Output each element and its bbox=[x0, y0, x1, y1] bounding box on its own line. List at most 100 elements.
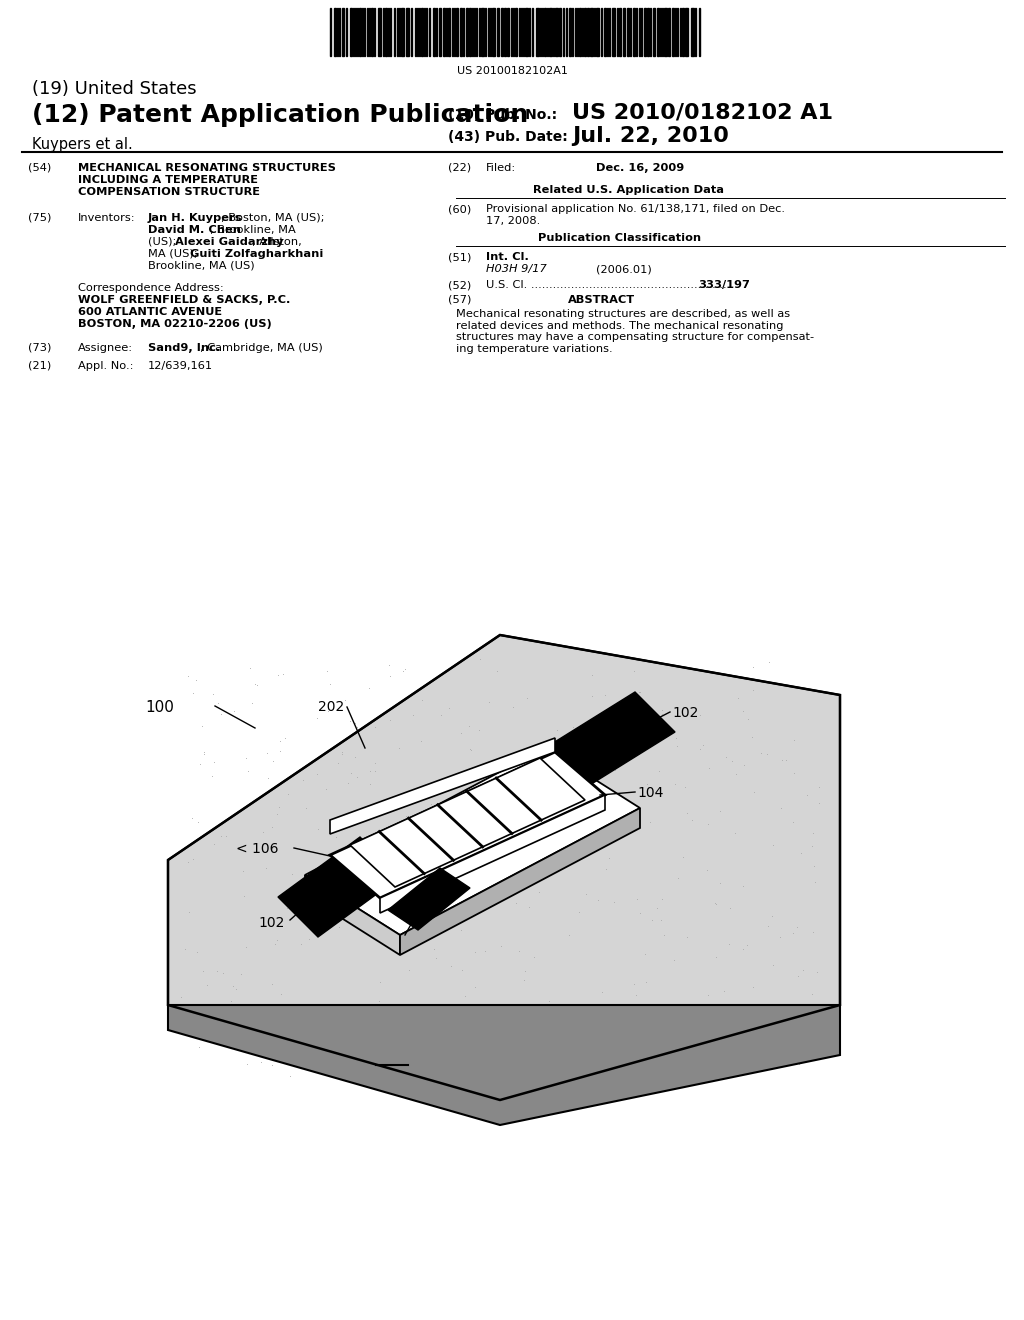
Bar bbox=[359, 8, 361, 55]
Polygon shape bbox=[305, 748, 640, 935]
Text: 104: 104 bbox=[388, 931, 415, 944]
Bar bbox=[596, 8, 599, 55]
Text: < 106: < 106 bbox=[236, 842, 279, 855]
Text: Inventors:: Inventors: bbox=[78, 213, 135, 223]
Text: (60): (60) bbox=[449, 205, 471, 214]
Text: 600 ATLANTIC AVENUE: 600 ATLANTIC AVENUE bbox=[78, 308, 222, 317]
Text: 102: 102 bbox=[672, 706, 698, 719]
Text: Jul. 22, 2010: Jul. 22, 2010 bbox=[572, 125, 729, 147]
Text: 202: 202 bbox=[318, 700, 344, 714]
Bar bbox=[385, 8, 387, 55]
Text: (2006.01): (2006.01) bbox=[596, 264, 651, 275]
Text: , Cambridge, MA (US): , Cambridge, MA (US) bbox=[200, 343, 323, 352]
Text: Int. Cl.: Int. Cl. bbox=[486, 252, 528, 261]
Bar bbox=[584, 8, 586, 55]
Text: (54): (54) bbox=[28, 162, 51, 173]
Text: 204: 204 bbox=[378, 1052, 407, 1067]
Text: U.S. Cl. ......................................................: U.S. Cl. ...............................… bbox=[486, 280, 727, 290]
Bar bbox=[456, 8, 458, 55]
Bar bbox=[421, 8, 423, 55]
Bar bbox=[497, 8, 499, 55]
Bar bbox=[668, 8, 670, 55]
Text: 102: 102 bbox=[258, 916, 285, 931]
Text: 333/197: 333/197 bbox=[698, 280, 750, 290]
Polygon shape bbox=[380, 795, 605, 913]
Text: H03H 9/17: H03H 9/17 bbox=[486, 264, 547, 275]
Bar bbox=[544, 8, 546, 55]
Bar bbox=[604, 8, 606, 55]
Polygon shape bbox=[168, 1005, 840, 1125]
Bar bbox=[618, 8, 621, 55]
Text: WOLF GREENFIELD & SACKS, P.C.: WOLF GREENFIELD & SACKS, P.C. bbox=[78, 294, 291, 305]
Text: , Allston,: , Allston, bbox=[252, 238, 302, 247]
Bar bbox=[653, 8, 655, 55]
Bar bbox=[342, 8, 344, 55]
Text: Kuypers et al.: Kuypers et al. bbox=[32, 137, 133, 152]
Bar bbox=[443, 8, 445, 55]
Bar bbox=[685, 8, 688, 55]
Polygon shape bbox=[330, 738, 555, 834]
Text: Brookline, MA (US): Brookline, MA (US) bbox=[148, 261, 255, 271]
Text: 104: 104 bbox=[637, 785, 664, 800]
Text: 17, 2008.: 17, 2008. bbox=[486, 216, 541, 226]
Bar bbox=[504, 8, 506, 55]
Text: MA (US);: MA (US); bbox=[148, 249, 202, 259]
Bar bbox=[633, 8, 635, 55]
Text: INCLUDING A TEMPERATURE: INCLUDING A TEMPERATURE bbox=[78, 176, 258, 185]
Text: Alexei Gaidarzhy: Alexei Gaidarzhy bbox=[175, 238, 284, 247]
Text: (43) Pub. Date:: (43) Pub. Date: bbox=[449, 129, 567, 144]
Text: Provisional application No. 61/138,171, filed on Dec.: Provisional application No. 61/138,171, … bbox=[486, 205, 785, 214]
Bar bbox=[590, 8, 593, 55]
Bar bbox=[623, 8, 625, 55]
Bar bbox=[492, 8, 495, 55]
Text: BOSTON, MA 02210-2206 (US): BOSTON, MA 02210-2206 (US) bbox=[78, 319, 271, 329]
Text: (73): (73) bbox=[28, 343, 51, 352]
Text: (51): (51) bbox=[449, 252, 471, 261]
Text: COMPENSATION STRUCTURE: COMPENSATION STRUCTURE bbox=[78, 187, 260, 197]
Bar bbox=[536, 8, 539, 55]
Bar bbox=[466, 8, 468, 55]
Bar bbox=[664, 8, 667, 55]
Text: (19) United States: (19) United States bbox=[32, 81, 197, 98]
Bar bbox=[371, 8, 373, 55]
Bar bbox=[569, 8, 571, 55]
Bar bbox=[406, 8, 409, 55]
Text: ABSTRACT: ABSTRACT bbox=[568, 294, 635, 305]
Text: (22): (22) bbox=[449, 162, 471, 173]
Bar bbox=[501, 8, 503, 55]
Bar bbox=[507, 8, 509, 55]
Text: (52): (52) bbox=[449, 280, 471, 290]
Bar bbox=[481, 8, 484, 55]
Polygon shape bbox=[545, 692, 675, 788]
Bar bbox=[555, 8, 558, 55]
Bar bbox=[439, 8, 441, 55]
Text: Dec. 16, 2009: Dec. 16, 2009 bbox=[596, 162, 684, 173]
Bar bbox=[672, 8, 674, 55]
Bar bbox=[627, 8, 629, 55]
Bar bbox=[334, 8, 336, 55]
Bar bbox=[469, 8, 471, 55]
Text: , Boston, MA (US);: , Boston, MA (US); bbox=[221, 213, 325, 223]
Text: 100: 100 bbox=[145, 700, 174, 715]
Bar bbox=[682, 8, 684, 55]
Text: 12/639,161: 12/639,161 bbox=[148, 360, 213, 371]
Bar bbox=[579, 8, 581, 55]
Polygon shape bbox=[278, 837, 400, 937]
Polygon shape bbox=[330, 752, 605, 898]
Text: US 2010/0182102 A1: US 2010/0182102 A1 bbox=[572, 103, 833, 123]
Bar bbox=[378, 8, 381, 55]
Text: Guiti Zolfagharkhani: Guiti Zolfagharkhani bbox=[190, 249, 324, 259]
Bar bbox=[449, 8, 450, 55]
Text: MECHANICAL RESONATING STRUCTURES: MECHANICAL RESONATING STRUCTURES bbox=[78, 162, 336, 173]
Text: (75): (75) bbox=[28, 213, 51, 223]
Text: Publication Classification: Publication Classification bbox=[538, 234, 701, 243]
Bar bbox=[644, 8, 646, 55]
Text: Related U.S. Application Data: Related U.S. Application Data bbox=[534, 185, 724, 195]
Text: (US);: (US); bbox=[148, 238, 180, 247]
Polygon shape bbox=[388, 869, 470, 931]
Bar bbox=[691, 8, 694, 55]
Polygon shape bbox=[400, 808, 640, 954]
Bar bbox=[460, 8, 462, 55]
Bar bbox=[612, 8, 615, 55]
Bar bbox=[515, 8, 517, 55]
